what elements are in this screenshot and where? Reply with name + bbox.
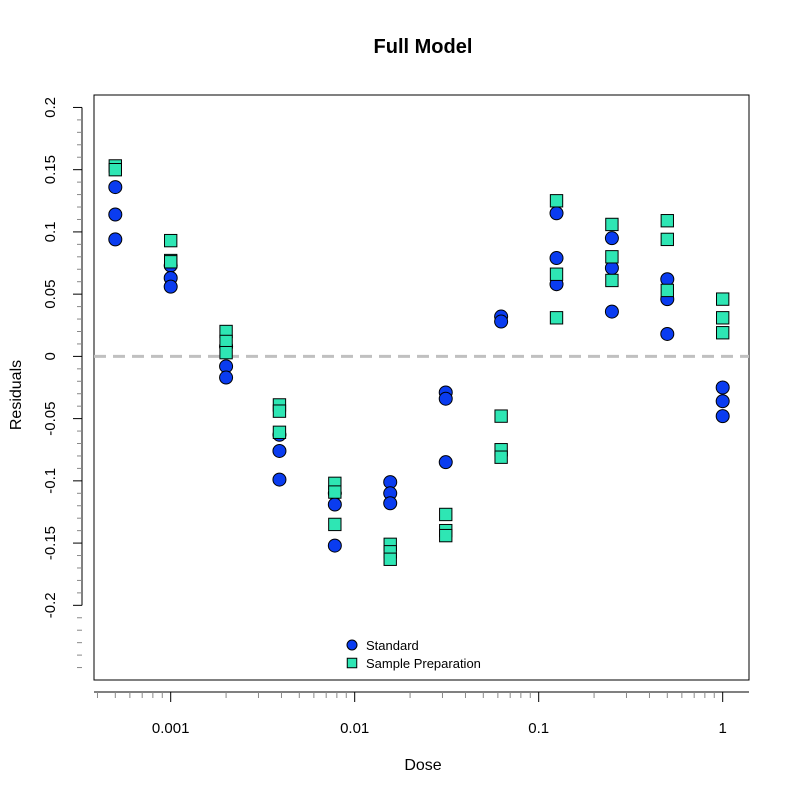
sample-preparation-point bbox=[272, 404, 287, 418]
sample-preparation-point bbox=[660, 214, 674, 228]
sample-preparation-point bbox=[660, 232, 674, 247]
legend-label: Sample Preparation bbox=[366, 656, 481, 671]
y-tick-label: 0 bbox=[42, 352, 59, 360]
sample-preparation-point bbox=[328, 485, 342, 499]
sample-preparation-point bbox=[164, 255, 178, 269]
standard-point bbox=[715, 380, 730, 395]
sample-preparation-point bbox=[439, 528, 453, 543]
sample-preparation-point bbox=[494, 450, 508, 464]
sample-preparation-point bbox=[716, 326, 730, 340]
standard-point bbox=[549, 206, 564, 221]
standard-point bbox=[660, 326, 675, 341]
y-tick-label: 0.05 bbox=[42, 280, 59, 309]
sample-preparation-point bbox=[605, 250, 619, 264]
legend-sample-preparation-marker bbox=[346, 657, 358, 669]
standard-point bbox=[327, 538, 342, 553]
chart-title: Full Model bbox=[374, 36, 473, 58]
standard-point bbox=[715, 409, 730, 424]
sample-preparation-point bbox=[164, 233, 178, 248]
y-axis-label: Residuals bbox=[8, 360, 25, 430]
standard-point bbox=[327, 497, 342, 512]
y-tick-label: -0.15 bbox=[42, 526, 59, 560]
sample-preparation-point bbox=[439, 507, 453, 522]
standard-point bbox=[549, 251, 564, 266]
data-points bbox=[108, 159, 730, 566]
sample-preparation-point bbox=[219, 345, 233, 360]
x-tick-label: 0.01 bbox=[340, 720, 369, 737]
standard-point bbox=[272, 443, 287, 458]
y-tick-label: -0.1 bbox=[42, 468, 59, 494]
y-tick-label: 0.2 bbox=[42, 97, 59, 118]
standard-point bbox=[163, 279, 178, 294]
standard-point bbox=[438, 391, 453, 406]
sample-preparation-point bbox=[549, 194, 564, 208]
standard-point bbox=[272, 472, 287, 487]
standard-point bbox=[108, 207, 123, 222]
legend-label: Standard bbox=[366, 638, 419, 653]
y-axis: -0.2 -0.15 -0.1 -0.05 0 0.05 0.1 0.15 0.2 bbox=[42, 97, 83, 669]
sample-preparation-point bbox=[494, 409, 508, 423]
sample-preparation-point bbox=[660, 283, 674, 298]
sample-preparation-point bbox=[549, 267, 564, 281]
standard-point bbox=[715, 394, 730, 409]
x-axis-label: Dose bbox=[404, 757, 441, 774]
sample-preparation-point bbox=[605, 273, 619, 288]
sample-preparation-point bbox=[108, 163, 122, 177]
standard-point bbox=[219, 370, 234, 385]
standard-point bbox=[383, 496, 398, 511]
y-tick-label: 0.1 bbox=[42, 221, 59, 242]
sample-preparation-point bbox=[219, 334, 233, 349]
standard-point bbox=[604, 304, 619, 319]
legend-standard-marker bbox=[346, 639, 358, 651]
sample-preparation-point bbox=[383, 552, 397, 566]
standard-point bbox=[604, 231, 619, 246]
standard-point bbox=[108, 232, 123, 247]
y-tick-label: -0.05 bbox=[42, 402, 59, 436]
x-axis: 0.001 0.01 0.1 1 bbox=[94, 691, 749, 737]
standard-point bbox=[108, 180, 123, 195]
x-tick-label: 1 bbox=[719, 720, 727, 737]
sample-preparation-point bbox=[605, 217, 619, 232]
standard-point bbox=[438, 455, 453, 470]
y-tick-label: 0.15 bbox=[42, 155, 59, 184]
x-tick-label: 0.001 bbox=[152, 720, 190, 737]
standard-point bbox=[494, 314, 509, 329]
sample-preparation-point bbox=[272, 425, 287, 439]
sample-preparation-point bbox=[549, 311, 564, 325]
y-tick-label: -0.2 bbox=[42, 592, 59, 618]
sample-preparation-point bbox=[716, 311, 730, 325]
x-tick-label: 0.1 bbox=[528, 720, 549, 737]
legend: Standard Sample Preparation bbox=[346, 638, 481, 671]
sample-preparation-point bbox=[328, 517, 342, 532]
sample-preparation-point bbox=[716, 292, 730, 306]
plot-frame bbox=[93, 94, 750, 681]
